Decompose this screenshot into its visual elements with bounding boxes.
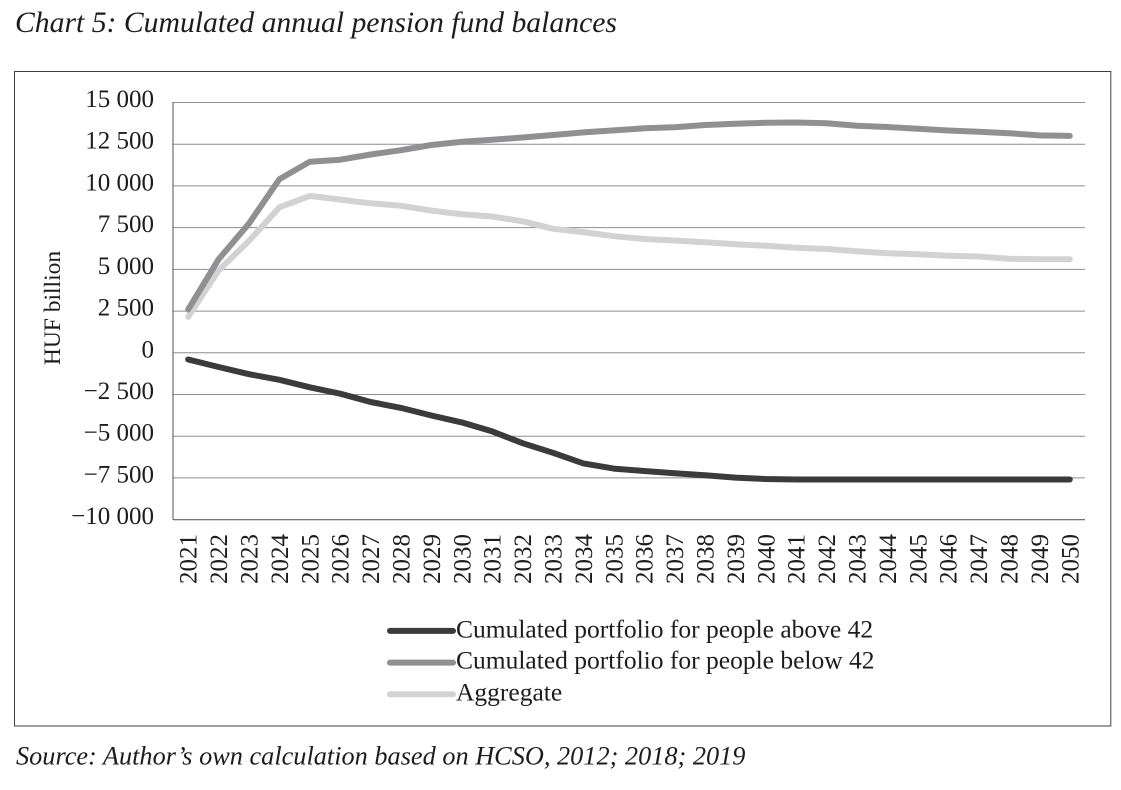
svg-text:7 500: 7 500 (98, 211, 154, 238)
svg-text:2022: 2022 (206, 534, 233, 584)
svg-text:2024: 2024 (267, 534, 294, 585)
svg-text:0: 0 (142, 336, 155, 363)
svg-text:2023: 2023 (237, 534, 264, 584)
svg-text:2031: 2031 (480, 534, 507, 584)
svg-text:2036: 2036 (632, 534, 659, 584)
svg-text:2043: 2043 (845, 534, 872, 584)
svg-text:2025: 2025 (297, 534, 324, 584)
svg-text:2032: 2032 (510, 534, 537, 584)
svg-text:2027: 2027 (358, 534, 385, 584)
svg-text:2045: 2045 (905, 534, 932, 584)
svg-text:15 000: 15 000 (85, 86, 154, 113)
svg-text:2033: 2033 (541, 534, 568, 584)
svg-text:Cumulated portfolio for people: Cumulated portfolio for people above 42 (456, 615, 873, 644)
svg-text:−5 000: −5 000 (84, 420, 154, 447)
svg-text:2029: 2029 (419, 534, 446, 584)
svg-text:12 500: 12 500 (85, 128, 154, 155)
svg-text:2048: 2048 (997, 534, 1024, 584)
svg-text:Cumulated portfolio for people: Cumulated portfolio for people below 42 (456, 646, 875, 675)
svg-text:2039: 2039 (723, 534, 750, 584)
svg-text:2044: 2044 (875, 534, 902, 585)
svg-text:2047: 2047 (966, 534, 993, 584)
svg-text:2034: 2034 (571, 534, 598, 585)
svg-text:2035: 2035 (601, 534, 628, 584)
svg-text:Source: Author’s own calculati: Source: Author’s own calculation based o… (16, 742, 745, 771)
svg-text:2030: 2030 (449, 534, 476, 584)
svg-text:Aggregate: Aggregate (456, 677, 562, 706)
svg-text:2037: 2037 (662, 534, 689, 584)
svg-text:10 000: 10 000 (85, 169, 154, 196)
svg-text:2028: 2028 (389, 534, 416, 584)
svg-text:Chart 5: Cumulated annual pens: Chart 5: Cumulated annual pension fund b… (15, 7, 617, 39)
svg-text:2041: 2041 (784, 534, 811, 584)
svg-text:−2 500: −2 500 (84, 378, 154, 405)
svg-text:2049: 2049 (1027, 534, 1054, 584)
svg-text:−10 000: −10 000 (71, 503, 154, 530)
svg-text:2040: 2040 (753, 534, 780, 584)
svg-text:HUF billion: HUF billion (40, 251, 66, 366)
svg-text:−7 500: −7 500 (84, 461, 154, 488)
svg-text:2021: 2021 (176, 534, 203, 584)
svg-text:5 000: 5 000 (98, 253, 154, 280)
svg-text:2042: 2042 (814, 534, 841, 584)
svg-text:2038: 2038 (693, 534, 720, 584)
svg-text:2026: 2026 (328, 534, 355, 584)
svg-text:2 500: 2 500 (98, 295, 154, 322)
svg-text:2050: 2050 (1057, 534, 1084, 584)
svg-text:2046: 2046 (936, 534, 963, 584)
